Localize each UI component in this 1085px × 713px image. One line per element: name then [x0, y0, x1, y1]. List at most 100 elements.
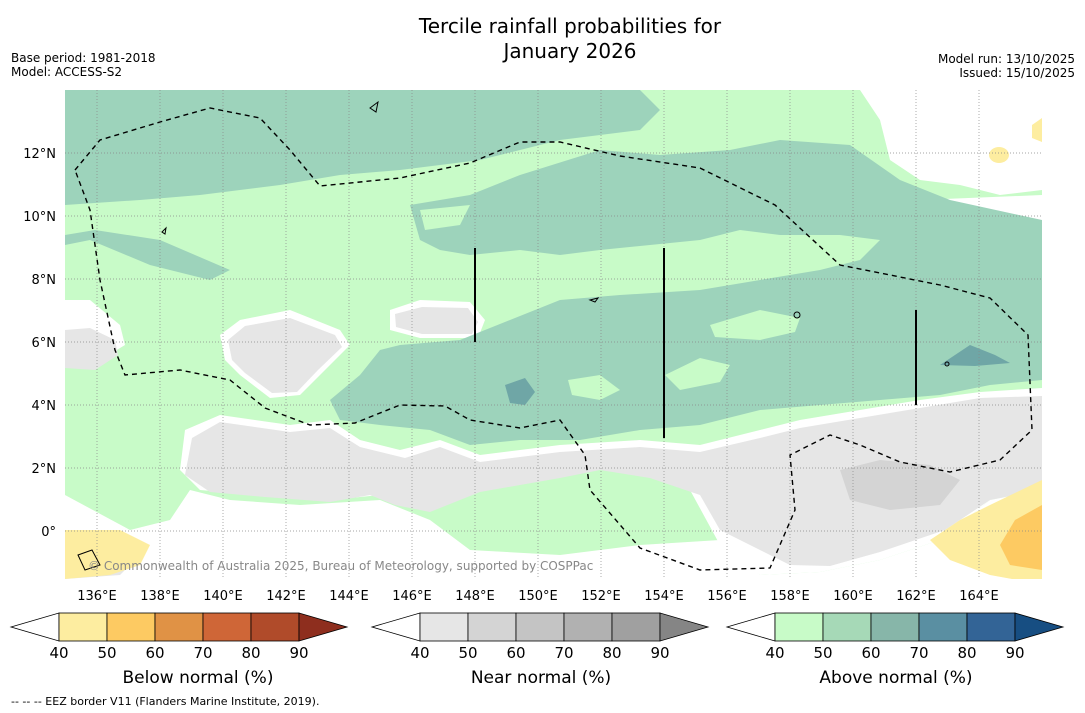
colorbar-tick-label: 90	[650, 644, 669, 662]
title-line-1: Tercile rainfall probabilities for	[418, 14, 722, 38]
colorbar-segment	[966, 612, 1016, 642]
colorbar-segment	[419, 612, 469, 642]
model-name: Model: ACCESS-S2	[11, 65, 123, 79]
above-normal-40-island-a	[710, 310, 800, 340]
lat-label: 10°N	[23, 210, 56, 225]
lon-label: 144°E	[329, 589, 369, 604]
near-normal-colorbar: 40 50 60 70 80 90	[370, 612, 710, 662]
lon-label: 148°E	[455, 589, 495, 604]
below-normal-40-southwest	[65, 530, 150, 579]
colorbar-segment	[563, 612, 613, 642]
lon-label: 164°E	[959, 589, 999, 604]
base-period: Base period: 1981-2018	[11, 51, 156, 65]
colorbar-extend-high	[1014, 612, 1065, 642]
near-normal-label: Near normal (%)	[470, 668, 612, 688]
issued-date: Issued: 15/10/2025	[959, 66, 1075, 80]
above-normal-40-island-b	[665, 358, 730, 390]
colorbar-segment	[202, 612, 252, 642]
map-title: Tercile rainfall probabilities for Janua…	[0, 14, 1085, 64]
colorbar-segment	[918, 612, 968, 642]
near-normal-148e	[395, 307, 478, 334]
colorbar-segment	[515, 612, 565, 642]
colorbars: 40 50 60 70 80 90 40 50 60 70 80 90 40 50 60 70 80 90	[9, 612, 1065, 662]
lon-label: 156°E	[707, 589, 747, 604]
below-normal-50-southeast	[1000, 505, 1042, 570]
colorbar-extend-low	[725, 612, 776, 642]
colorbar-tick-label: 80	[602, 644, 621, 662]
lat-label: 4°N	[32, 399, 57, 414]
above-normal-label: Above normal (%)	[819, 668, 973, 688]
colorbar-tick-label: 80	[957, 644, 976, 662]
above-normal-50-north	[65, 90, 660, 205]
near-normal-50-region	[840, 460, 960, 510]
near-normal-west	[65, 328, 118, 370]
title-line-2: January 2026	[503, 39, 637, 63]
colorbar-tick-label: 50	[97, 644, 116, 662]
colorbar-tick-label: 60	[506, 644, 525, 662]
colorbar-segment	[467, 612, 517, 642]
lon-label: 162°E	[896, 589, 936, 604]
model-run-date: Model run: 13/10/2025	[937, 52, 1075, 66]
colorbar-tick-label: 40	[765, 644, 784, 662]
lat-label: 2°N	[32, 462, 57, 477]
colorbar-tick-label: 70	[909, 644, 928, 662]
lat-axis: 12°N 10°N 8°N 6°N 4°N 2°N 0°	[23, 147, 56, 540]
above-normal-40-island-d	[420, 205, 470, 230]
above-normal-60-a	[505, 378, 535, 405]
graticule	[65, 90, 1042, 579]
colorbar-segment	[154, 612, 204, 642]
lat-label: 12°N	[23, 147, 56, 162]
near-normal-140e	[228, 318, 342, 393]
lon-label: 154°E	[644, 589, 684, 604]
lon-label: 140°E	[203, 589, 243, 604]
white-region-south	[65, 490, 1042, 579]
colorbar-segment	[822, 612, 872, 642]
lon-label: 138°E	[140, 589, 180, 604]
lon-label: 150°E	[518, 589, 558, 604]
lon-axis: 136°E 138°E 140°E 142°E 144°E 146°E 148°…	[77, 589, 999, 604]
eez-border	[74, 107, 1033, 571]
lon-label: 146°E	[392, 589, 432, 604]
lat-label: 0°	[41, 525, 56, 540]
colorbar-tick-label: 60	[861, 644, 880, 662]
copyright-text: © Commonwealth of Australia 2025, Bureau…	[88, 559, 593, 573]
map-fields	[65, 90, 1042, 579]
above-normal-50-west	[65, 230, 230, 280]
above-normal-colorbar: 40 50 60 70 80 90	[725, 612, 1065, 662]
lon-label: 160°E	[833, 589, 873, 604]
colorbar-segment	[774, 612, 824, 642]
below-normal-40-spot	[989, 147, 1009, 163]
white-region-northeast	[860, 90, 1042, 195]
colorbar-segment	[611, 612, 661, 642]
lon-label: 136°E	[77, 589, 117, 604]
cable-lines	[474, 248, 917, 438]
near-normal-40-region	[185, 396, 1042, 566]
colorbar-extend-low	[370, 612, 421, 642]
lon-label: 158°E	[770, 589, 810, 604]
colorbar-tick-label: 50	[458, 644, 477, 662]
colorbar-tick-label: 80	[241, 644, 260, 662]
lon-label: 152°E	[581, 589, 621, 604]
colorbar-tick-label: 50	[813, 644, 832, 662]
colorbar-tick-label: 90	[1005, 644, 1024, 662]
below-normal-colorbar: 40 50 60 70 80 90	[9, 612, 349, 662]
above-normal-40-island-c	[568, 375, 620, 400]
colorbar-tick-label: 90	[289, 644, 308, 662]
model-info: Base period: 1981-2018 Model: ACCESS-S2	[11, 51, 156, 79]
below-normal-40-northeast	[1032, 118, 1042, 142]
lat-label: 8°N	[32, 273, 57, 288]
colorbar-tick-label: 60	[145, 644, 164, 662]
above-normal-60-b	[940, 345, 1010, 366]
colorbar-extend-high	[298, 612, 349, 642]
colorbar-tick-label: 40	[410, 644, 429, 662]
lon-label: 142°E	[266, 589, 306, 604]
colorbar-segment	[106, 612, 156, 642]
colorbar-segment	[870, 612, 920, 642]
islands	[77, 100, 950, 571]
run-info: Model run: 13/10/2025 Issued: 15/10/2025	[938, 52, 1075, 80]
colorbar-segment	[250, 612, 300, 642]
lat-label: 6°N	[32, 336, 57, 351]
colorbar-tick-label: 70	[193, 644, 212, 662]
colorbar-tick-label: 70	[554, 644, 573, 662]
